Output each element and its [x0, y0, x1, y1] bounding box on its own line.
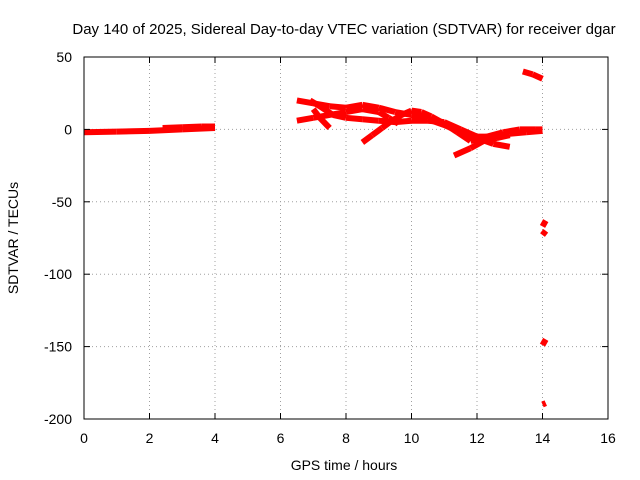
data-segment — [329, 103, 347, 111]
data-segment — [182, 123, 203, 131]
data-segment — [377, 104, 396, 115]
data-segment — [296, 114, 314, 124]
y-axis-label: SDTVAR / TECUs — [5, 182, 21, 294]
data-segment — [380, 118, 394, 131]
x-tick-label: 6 — [277, 430, 285, 446]
axis-ticks: 0 2 4 6 8 10 12 14 16 50 0 -50 -100 -150 -200 — [44, 49, 616, 446]
series-arc-2 — [162, 123, 215, 131]
data-segment — [377, 109, 391, 121]
data-segment — [452, 145, 472, 159]
series-arc-10 — [539, 219, 549, 228]
data-segment — [345, 101, 363, 111]
y-tick-label: 0 — [64, 121, 72, 137]
data-segment — [345, 106, 363, 115]
data-segment — [345, 114, 363, 123]
data-segment — [442, 121, 460, 135]
data-segment — [492, 140, 511, 150]
data-points — [83, 68, 549, 408]
data-segment — [482, 135, 498, 144]
y-tick-label: -150 — [44, 339, 72, 355]
series-arc-12 — [539, 337, 549, 347]
data-segment — [390, 112, 404, 124]
series-arc-13 — [541, 400, 547, 408]
series-arc-7 — [360, 107, 543, 145]
data-segment — [362, 116, 380, 124]
data-segment — [540, 228, 549, 237]
data-segment — [455, 129, 473, 144]
data-segment — [522, 68, 534, 78]
y-tick-label: -100 — [44, 266, 72, 282]
data-segment — [317, 115, 332, 131]
chart-title: Day 140 of 2025, Sidereal Day-to-day VTE… — [72, 21, 615, 38]
x-tick-label: 16 — [600, 430, 616, 446]
data-segment — [83, 128, 117, 136]
x-axis-label: GPS time / hours — [291, 457, 398, 473]
data-segment — [308, 97, 322, 109]
data-segment — [162, 124, 183, 131]
data-segment — [361, 101, 380, 111]
x-tick-label: 10 — [404, 430, 420, 446]
data-segment — [459, 126, 479, 140]
data-segment — [400, 107, 413, 118]
data-segment — [318, 103, 335, 118]
data-segment — [310, 107, 323, 120]
data-segment — [469, 133, 488, 144]
data-segment — [486, 129, 504, 140]
series-arc-6 — [310, 107, 332, 131]
data-segment — [361, 106, 380, 115]
y-tick-label: 50 — [56, 49, 72, 65]
data-segment — [370, 125, 384, 138]
data-segment — [468, 138, 486, 151]
data-segment — [332, 111, 347, 121]
data-segment — [502, 126, 521, 136]
x-tick-label: 0 — [80, 430, 88, 446]
series-arc-8 — [452, 132, 511, 159]
data-segment — [429, 113, 446, 127]
y-tick-label: -50 — [52, 194, 72, 210]
data-segment — [496, 132, 511, 142]
data-segment — [116, 127, 150, 135]
data-segment — [360, 132, 374, 145]
x-tick-label: 4 — [211, 430, 219, 446]
data-segment — [531, 71, 544, 82]
data-segment — [539, 219, 549, 228]
data-segment — [420, 109, 433, 120]
x-tick-label: 12 — [469, 430, 485, 446]
data-segment — [411, 107, 422, 115]
data-segment — [539, 337, 549, 347]
x-tick-label: 14 — [535, 430, 551, 446]
series-arc-11 — [540, 228, 549, 237]
x-tick-label: 8 — [342, 430, 350, 446]
data-segment — [541, 400, 547, 408]
y-tick-label: -200 — [44, 411, 72, 427]
series-arc-9 — [522, 68, 544, 82]
x-tick-label: 2 — [146, 430, 154, 446]
data-segment — [394, 117, 412, 126]
